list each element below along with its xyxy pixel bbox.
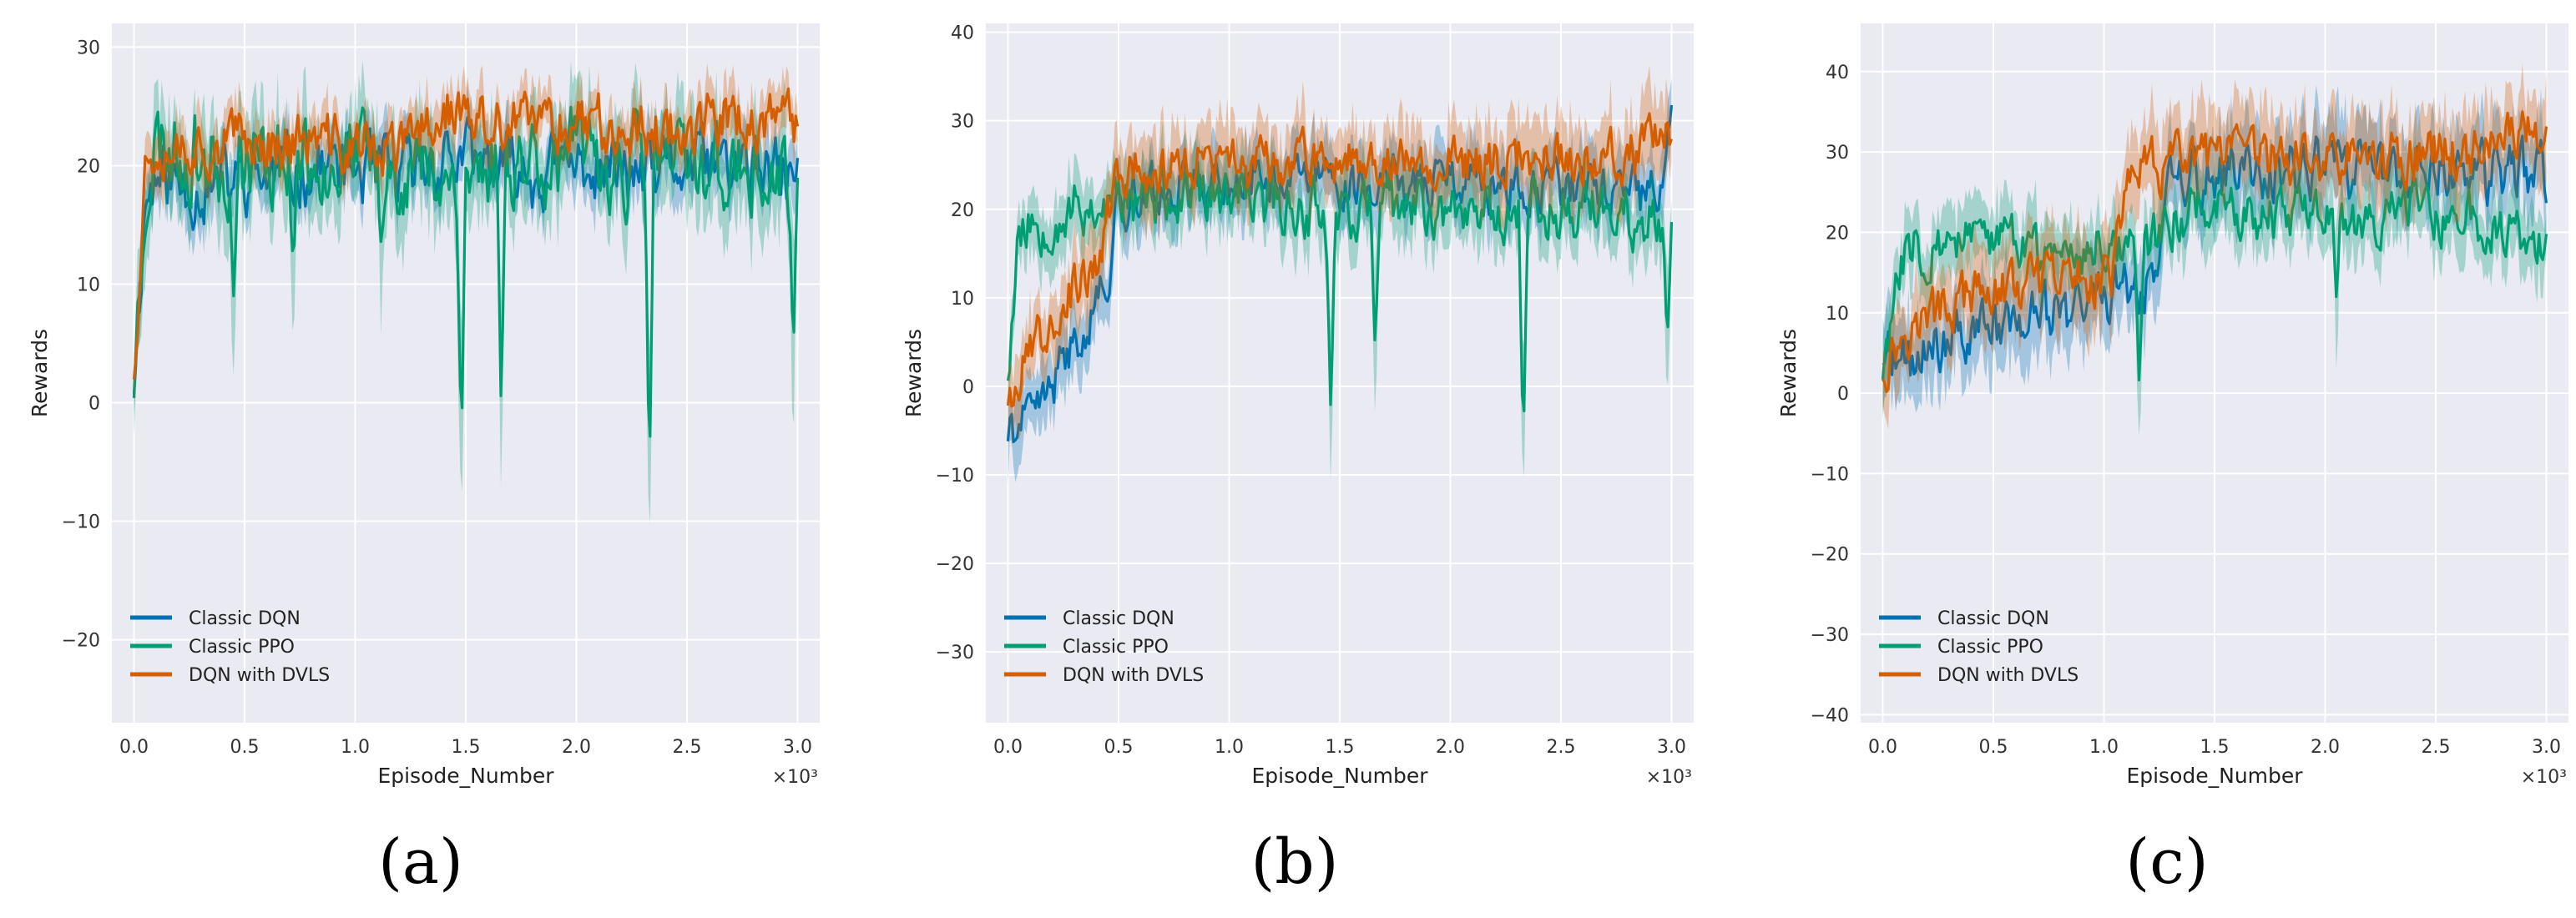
y-tick-label: 30 — [77, 38, 100, 58]
x-axis-label: Episode_Number — [1251, 764, 1428, 788]
y-tick-label: 10 — [77, 275, 100, 295]
legend-label-3: DQN with DVLS — [1063, 665, 1204, 686]
x-tick-label: 3.0 — [1657, 737, 1686, 758]
y-tick-label: 20 — [77, 156, 100, 177]
x-tick-label: 3.0 — [783, 737, 812, 758]
x-tick-label: 3.0 — [2532, 737, 2561, 758]
x-tick-label: 0.5 — [1104, 737, 1134, 758]
legend-label-3: DQN with DVLS — [189, 665, 330, 686]
y-tick-label: −30 — [1811, 625, 1849, 646]
legend-label-1: Classic DQN — [1937, 608, 2049, 629]
series-line-1 — [1881, 134, 2548, 377]
legend-label-3: DQN with DVLS — [1937, 665, 2078, 686]
x-tick-label: 2.5 — [673, 737, 702, 758]
y-tick-label: −20 — [1811, 545, 1849, 566]
y-axis-label: Rewards — [28, 329, 52, 417]
y-tick-label: −10 — [1811, 464, 1849, 485]
y-tick-label: 10 — [1826, 304, 1849, 325]
legend-label-1: Classic DQN — [189, 608, 301, 629]
series-line-3 — [1006, 112, 1674, 408]
x-tick-label: 1.5 — [2200, 737, 2230, 758]
series-band-2 — [1882, 134, 2547, 436]
x-tick-label: 2.0 — [1436, 737, 1465, 758]
legend-label-1: Classic DQN — [1063, 608, 1174, 629]
legend-label-2: Classic PPO — [1937, 637, 2043, 658]
y-tick-label: 20 — [1826, 223, 1849, 244]
chart-panel-1: 0.0 0.5 1.0 1.5 2.0 2.5 3.0 −20 −10 0 10 20 30 Episod… — [28, 23, 820, 898]
series-line-3 — [132, 87, 800, 380]
x-tick-label: 2.0 — [2311, 737, 2340, 758]
y-tick-label: −20 — [62, 631, 100, 652]
x-axis-multiplier: ×10³ — [2521, 767, 2567, 788]
y-tick-label: 30 — [1826, 143, 1849, 164]
x-tick-label: 2.5 — [2422, 737, 2451, 758]
y-tick-label: 0 — [1837, 384, 1849, 405]
y-tick-label: −40 — [1811, 705, 1849, 726]
x-tick-label: 1.0 — [341, 737, 370, 758]
chart-panel-3: 0.0 0.5 1.0 1.5 2.0 2.5 3.0 −40 −30 −20 −10 0 10 20 30… — [1776, 23, 2568, 898]
legend-label-2: Classic PPO — [189, 637, 295, 658]
legend-label-2: Classic PPO — [1063, 637, 1169, 658]
y-axis-label: Rewards — [1776, 329, 1801, 417]
y-tick-label: 20 — [951, 200, 974, 221]
series-line-2 — [132, 103, 800, 438]
y-tick-label: −20 — [936, 554, 974, 575]
x-axis-label: Episode_Number — [2126, 764, 2303, 788]
panel-caption: (b) — [1250, 826, 1338, 898]
x-tick-label: 0.0 — [993, 737, 1023, 758]
x-tick-label: 0.5 — [230, 737, 260, 758]
y-tick-label: 30 — [951, 112, 974, 133]
x-tick-label: 0.5 — [1979, 737, 2008, 758]
x-tick-label: 2.5 — [1547, 737, 1576, 758]
series-line-1 — [132, 116, 800, 395]
x-axis-multiplier: ×10³ — [772, 767, 818, 788]
x-tick-label: 0.0 — [119, 737, 149, 758]
y-tick-label: −30 — [936, 643, 974, 663]
y-tick-label: 0 — [88, 394, 100, 415]
chart-panel-2: 0.0 0.5 1.0 1.5 2.0 2.5 3.0 −30 −20 −10 0 10 20 30 40 E… — [902, 23, 1694, 898]
x-tick-label: 1.0 — [1215, 737, 1244, 758]
y-tick-label: 40 — [951, 23, 974, 44]
panel-caption: (c) — [2125, 826, 2208, 898]
y-tick-label: −10 — [62, 512, 100, 533]
x-tick-label: 0.0 — [1868, 737, 1897, 758]
x-tick-label: 1.5 — [452, 737, 481, 758]
y-tick-label: −10 — [936, 466, 974, 487]
x-tick-label: 1.5 — [1326, 737, 1355, 758]
panel-caption: (a) — [378, 826, 463, 898]
series-line-2 — [1006, 160, 1674, 413]
series-line-2 — [1881, 177, 2548, 381]
x-tick-label: 2.0 — [562, 737, 591, 758]
y-tick-label: 10 — [951, 289, 974, 310]
x-tick-label: 1.0 — [2089, 737, 2119, 758]
series-line-3 — [1881, 110, 2548, 394]
x-axis-label: Episode_Number — [377, 764, 554, 788]
y-tick-label: 0 — [962, 377, 974, 398]
y-axis-label: Rewards — [902, 329, 926, 417]
y-tick-label: 40 — [1826, 63, 1849, 83]
x-axis-multiplier: ×10³ — [1646, 767, 1692, 788]
